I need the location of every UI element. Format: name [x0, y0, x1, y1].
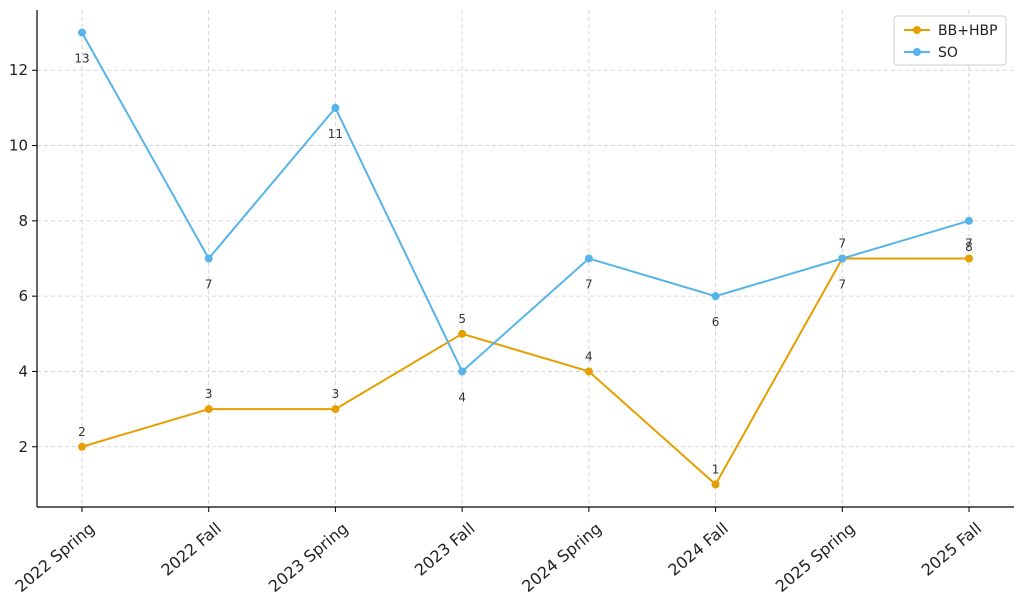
y-tick-label: 4	[18, 362, 28, 380]
data-point	[331, 103, 340, 112]
data-label: 8	[965, 240, 973, 254]
legend-marker	[913, 48, 921, 56]
data-label: 4	[585, 349, 593, 363]
y-tick-label: 8	[18, 212, 28, 230]
data-point	[711, 480, 720, 489]
data-label: 1	[712, 462, 720, 476]
data-point	[584, 367, 593, 376]
data-label: 7	[838, 278, 846, 292]
x-tick-label: 2022 Fall	[157, 519, 225, 580]
data-label: 7	[965, 237, 973, 251]
grid	[37, 10, 1014, 507]
data-point	[584, 254, 593, 263]
data-point	[204, 254, 213, 263]
legend-label: SO	[938, 45, 958, 61]
data-label: 5	[458, 312, 466, 326]
data-label: 7	[838, 237, 846, 251]
x-tick-label: 2025 Fall	[918, 519, 986, 580]
x-tick-label: 2025 Spring	[772, 519, 859, 596]
data-label: 13	[74, 52, 89, 66]
data-label: 4	[458, 390, 466, 404]
data-point	[78, 28, 86, 37]
x-tick-label: 2023 Fall	[411, 519, 479, 580]
data-point	[838, 254, 847, 263]
legend-label: BB+HBP	[938, 23, 998, 39]
data-point	[458, 329, 467, 338]
y-tick-label: 2	[18, 438, 28, 456]
x-tick-label: 2022 Spring	[11, 519, 98, 596]
series	[78, 28, 973, 489]
data-point	[331, 405, 340, 414]
series-line-bb-hbp	[81, 257, 969, 486]
data-point	[458, 367, 467, 376]
data-label: 6	[712, 315, 720, 329]
y-tick-label: 6	[18, 287, 28, 305]
legend: BB+HBP SO	[893, 15, 1007, 66]
data-point	[78, 442, 86, 451]
data-label: 7	[585, 278, 593, 292]
data-point	[965, 254, 973, 263]
data-label: 11	[328, 127, 343, 141]
data-point	[965, 216, 973, 225]
data-point	[711, 292, 720, 301]
x-tick-label: 2023 Spring	[265, 519, 352, 596]
data-label: 3	[205, 387, 213, 401]
data-label: 3	[332, 387, 340, 401]
data-label: 7	[205, 278, 213, 292]
y-tick-label: 10	[9, 137, 28, 155]
x-tick-label: 2024 Spring	[518, 519, 605, 596]
legend-marker	[913, 26, 921, 34]
x-tick-label: 2024 Fall	[664, 519, 732, 580]
series-line-so	[81, 32, 970, 374]
y-tick-label: 12	[9, 61, 28, 79]
data-point	[204, 405, 213, 414]
data-label: 2	[78, 425, 86, 439]
